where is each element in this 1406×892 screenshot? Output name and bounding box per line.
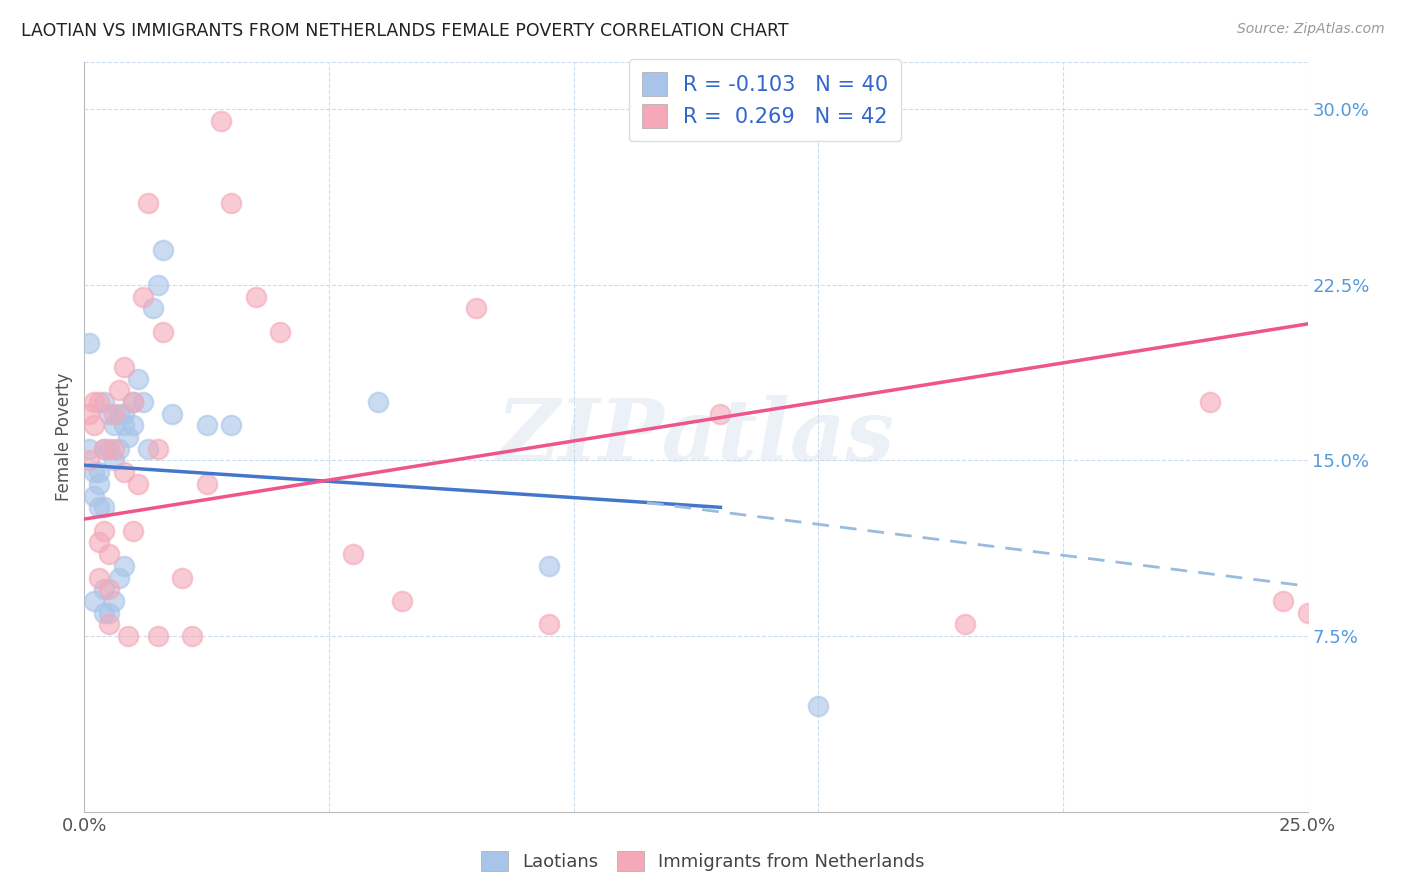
Point	[93, 442, 115, 456]
Point	[83, 465, 105, 479]
Point	[97, 617, 120, 632]
Point	[122, 418, 145, 433]
Point	[132, 395, 155, 409]
Point	[219, 418, 242, 433]
Point	[103, 453, 125, 467]
Point	[93, 395, 115, 409]
Point	[245, 289, 267, 303]
Point	[1198, 395, 1220, 409]
Point	[87, 476, 110, 491]
Point	[83, 395, 105, 409]
Point	[136, 442, 159, 456]
Point	[367, 395, 389, 409]
Point	[1272, 594, 1295, 608]
Point	[77, 407, 100, 421]
Point	[112, 359, 135, 374]
Point	[209, 114, 232, 128]
Point	[146, 442, 169, 456]
Point	[77, 336, 100, 351]
Point	[93, 606, 115, 620]
Point	[112, 407, 135, 421]
Point	[112, 418, 135, 433]
Point	[538, 617, 561, 632]
Point	[152, 325, 174, 339]
Point	[97, 442, 120, 456]
Point	[172, 571, 194, 585]
Point	[132, 289, 155, 303]
Point	[219, 195, 242, 210]
Point	[195, 476, 218, 491]
Point	[112, 558, 135, 573]
Point	[83, 489, 105, 503]
Point	[97, 547, 120, 561]
Point	[146, 629, 169, 643]
Point	[87, 500, 110, 515]
Y-axis label: Female Poverty: Female Poverty	[55, 373, 73, 501]
Point	[87, 395, 110, 409]
Point	[342, 547, 364, 561]
Point	[107, 442, 129, 456]
Point	[107, 407, 129, 421]
Point	[142, 301, 165, 316]
Point	[162, 407, 184, 421]
Point	[93, 500, 115, 515]
Text: ZIPatlas: ZIPatlas	[496, 395, 896, 479]
Point	[87, 465, 110, 479]
Point	[195, 418, 218, 433]
Point	[538, 558, 561, 573]
Point	[117, 430, 139, 444]
Point	[391, 594, 413, 608]
Point	[122, 395, 145, 409]
Point	[122, 524, 145, 538]
Point	[97, 606, 120, 620]
Point	[83, 594, 105, 608]
Point	[1296, 606, 1319, 620]
Legend: R = -0.103   N = 40, R =  0.269   N = 42: R = -0.103 N = 40, R = 0.269 N = 42	[628, 60, 901, 141]
Point	[93, 582, 115, 597]
Point	[127, 371, 149, 385]
Point	[103, 407, 125, 421]
Point	[807, 699, 830, 714]
Point	[83, 418, 105, 433]
Point	[152, 243, 174, 257]
Legend: Laotians, Immigrants from Netherlands: Laotians, Immigrants from Netherlands	[474, 844, 932, 879]
Point	[93, 442, 115, 456]
Point	[87, 571, 110, 585]
Point	[103, 418, 125, 433]
Point	[146, 277, 169, 292]
Text: Source: ZipAtlas.com: Source: ZipAtlas.com	[1237, 22, 1385, 37]
Point	[464, 301, 486, 316]
Point	[709, 407, 731, 421]
Point	[103, 442, 125, 456]
Point	[103, 594, 125, 608]
Point	[136, 195, 159, 210]
Point	[269, 325, 291, 339]
Point	[107, 384, 129, 398]
Text: LAOTIAN VS IMMIGRANTS FROM NETHERLANDS FEMALE POVERTY CORRELATION CHART: LAOTIAN VS IMMIGRANTS FROM NETHERLANDS F…	[21, 22, 789, 40]
Point	[97, 407, 120, 421]
Point	[181, 629, 204, 643]
Point	[122, 395, 145, 409]
Point	[77, 453, 100, 467]
Point	[87, 535, 110, 549]
Point	[127, 476, 149, 491]
Point	[112, 465, 135, 479]
Point	[77, 442, 100, 456]
Point	[97, 582, 120, 597]
Point	[93, 524, 115, 538]
Point	[117, 629, 139, 643]
Point	[953, 617, 976, 632]
Point	[107, 571, 129, 585]
